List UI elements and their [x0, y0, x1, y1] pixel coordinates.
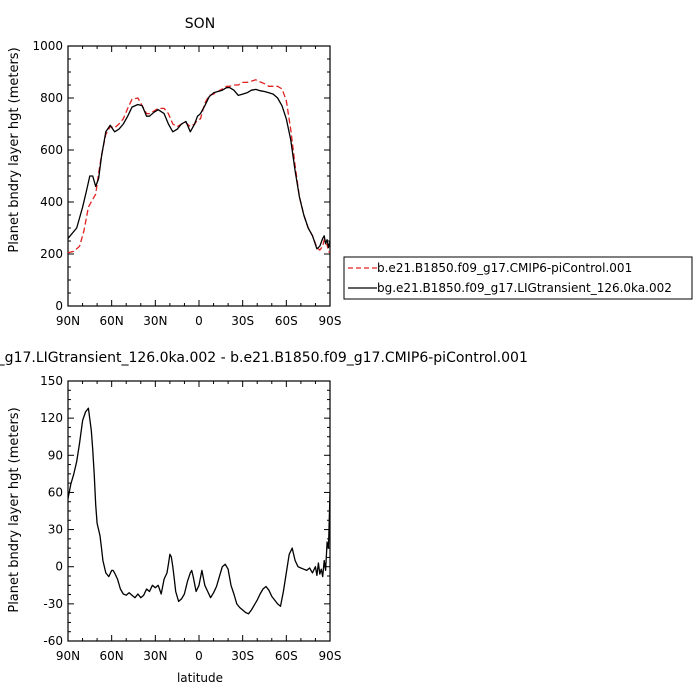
top-chart-plot: 90N 60N 30N 0 30S 60S 90S 0 200 400 600 800 1000 — [32, 39, 341, 328]
legend: b.e21.B1850.f09_g17.CMIP6-piControl.001 … — [343, 256, 693, 300]
top-chart-title: SON — [185, 16, 215, 32]
top-y-tick-label: 200 — [40, 247, 63, 261]
bottom-y-tick-label: 120 — [40, 411, 63, 425]
bottom-y-tick-label: 0 — [55, 560, 63, 574]
top-x-tick-label: 0 — [195, 314, 203, 328]
bottom-y-tick-label: 60 — [48, 485, 63, 499]
legend-label-ligtransient: bg.e21.B1850.f09_g17.LIGtransient_126.0k… — [377, 281, 672, 295]
top-y-tick-label: 400 — [40, 195, 63, 209]
bottom-x-tick-label: 0 — [195, 649, 203, 663]
bottom-y-tick-label: 90 — [48, 448, 63, 462]
bottom-y-tick-label: 150 — [40, 374, 63, 388]
bottom-x-tick-label: 30N — [143, 649, 167, 663]
bottom-chart-title: bg.e21.B1850.f09_g17.LIGtransient_126.0k… — [0, 350, 528, 366]
legend-label-control: b.e21.B1850.f09_g17.CMIP6-piControl.001 — [377, 261, 632, 275]
bottom-y-tick-label: -60 — [43, 634, 63, 648]
top-y-axis-label: Planet bndry layer hgt (meters) — [7, 47, 22, 252]
bottom-x-tick-label: 30S — [231, 649, 254, 663]
bottom-x-tick-label: 90N — [56, 649, 80, 663]
bottom-y-axis-label: Planet bndry layer hgt (meters) — [7, 407, 22, 612]
top-y-tick-label: 0 — [55, 299, 63, 313]
top-x-tick-label: 30N — [143, 314, 167, 328]
top-x-tick-label: 60N — [100, 314, 124, 328]
top-series-line-1 — [68, 86, 330, 250]
top-x-tick-label: 60S — [275, 314, 298, 328]
top-y-tick-label: 800 — [40, 91, 63, 105]
top-plot-frame — [67, 45, 331, 307]
bottom-plot-frame — [67, 380, 331, 642]
bottom-y-tick-label: -30 — [43, 597, 63, 611]
bottom-series-line-0 — [68, 407, 330, 615]
top-y-tick-label: 1000 — [32, 39, 63, 53]
top-y-tick-label: 600 — [40, 143, 63, 157]
top-x-tick-label: 30S — [231, 314, 254, 328]
top-x-tick-label: 90S — [319, 314, 342, 328]
top-x-tick-label: 90N — [56, 314, 80, 328]
bottom-chart-plot: 90N 60N 30N 0 30S 60S 90S -60 -30 0 30 60 90 120 150 — [40, 374, 341, 663]
legend-box — [343, 256, 693, 300]
top-series-line-0 — [68, 79, 330, 254]
bottom-y-tick-label: 30 — [48, 523, 63, 537]
bottom-x-tick-label: 90S — [319, 649, 342, 663]
bottom-x-axis-label: latitude — [177, 671, 223, 685]
bottom-x-tick-label: 60S — [275, 649, 298, 663]
bottom-x-tick-label: 60N — [100, 649, 124, 663]
